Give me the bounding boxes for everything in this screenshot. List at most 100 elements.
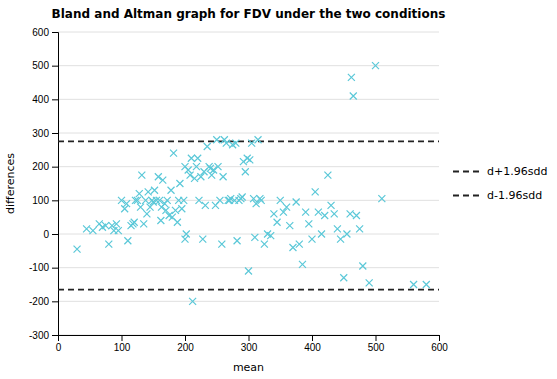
tick-mark [52, 99, 58, 100]
tick-mark [52, 66, 58, 67]
reference-line [58, 289, 439, 291]
point [134, 197, 141, 204]
point [215, 163, 222, 170]
point [312, 188, 319, 195]
title: Bland and Altman graph for FDV under the… [52, 7, 446, 21]
point [283, 204, 290, 211]
tick: 100 [32, 195, 58, 206]
point [151, 187, 158, 194]
grid-line [58, 166, 439, 167]
tick-mark [312, 335, 313, 341]
point [194, 155, 201, 162]
tick: 0 [43, 229, 58, 240]
point [245, 268, 252, 275]
tick: 600 [431, 335, 448, 353]
tick: -100 [29, 262, 58, 273]
point [324, 172, 331, 179]
point [366, 279, 373, 286]
reference-line [58, 141, 439, 143]
tick: 300 [32, 128, 58, 139]
tick-label: -100 [29, 262, 49, 273]
tick: -300 [29, 330, 58, 341]
tick: 500 [32, 60, 58, 71]
point [267, 232, 274, 239]
tick-mark [52, 200, 58, 201]
grid-line [58, 267, 439, 268]
tick: 300 [241, 335, 258, 353]
point [113, 220, 120, 227]
point [191, 175, 198, 182]
point [299, 261, 306, 268]
plot-area [58, 62, 439, 305]
point [193, 163, 200, 170]
grid [58, 32, 439, 335]
tick: 200 [177, 335, 194, 353]
grid-line [58, 32, 439, 33]
point [318, 231, 325, 238]
tick-mark [52, 32, 58, 33]
point [248, 140, 255, 147]
point [172, 207, 179, 214]
point [131, 219, 138, 226]
point [168, 187, 175, 194]
point [296, 241, 303, 248]
point [239, 193, 246, 200]
point [410, 281, 417, 288]
point [378, 195, 385, 202]
point [321, 212, 328, 219]
point [220, 173, 227, 180]
point [270, 210, 277, 217]
grid-line [58, 301, 439, 302]
tick: 0 [56, 335, 62, 353]
grid-line [58, 65, 439, 66]
legend-label: d-1.96sdd [487, 189, 542, 202]
point [159, 177, 166, 184]
tick-label: 600 [431, 342, 448, 353]
point [143, 210, 150, 217]
point [286, 222, 293, 229]
tick-mark [249, 335, 250, 341]
point [142, 197, 149, 204]
point [305, 220, 312, 227]
point [199, 236, 206, 243]
point [189, 298, 196, 305]
point [251, 234, 258, 241]
tick-label: 300 [241, 342, 258, 353]
y-axis-title: differences [4, 153, 17, 214]
point [232, 140, 239, 147]
point [255, 136, 262, 143]
point [246, 156, 253, 163]
point [350, 92, 357, 99]
tick-label: 200 [177, 342, 194, 353]
point [309, 236, 316, 243]
tick-label: 0 [43, 229, 49, 240]
point [302, 209, 309, 216]
point [74, 246, 81, 253]
point [137, 204, 144, 211]
point [277, 197, 284, 204]
legend-label: d+1.96sdd [487, 165, 547, 178]
point [83, 225, 90, 232]
tick-label: 200 [32, 161, 49, 172]
tick-label: 0 [56, 342, 62, 353]
point [188, 155, 195, 162]
point [183, 231, 190, 238]
point [372, 62, 379, 69]
point [182, 236, 189, 243]
point [187, 172, 194, 179]
point [359, 262, 366, 269]
point [234, 237, 241, 244]
tick-mark [52, 301, 58, 302]
point [195, 197, 202, 204]
tick-mark [52, 234, 58, 235]
point [123, 200, 130, 207]
tick-mark [439, 335, 440, 341]
point [258, 197, 265, 204]
point [178, 205, 185, 212]
tick: 200 [32, 161, 58, 172]
tick-label: -300 [29, 330, 49, 341]
point [202, 202, 209, 209]
x-axis: 0100200300400500600 [56, 335, 449, 353]
point [293, 199, 300, 206]
tick-mark [122, 335, 123, 341]
